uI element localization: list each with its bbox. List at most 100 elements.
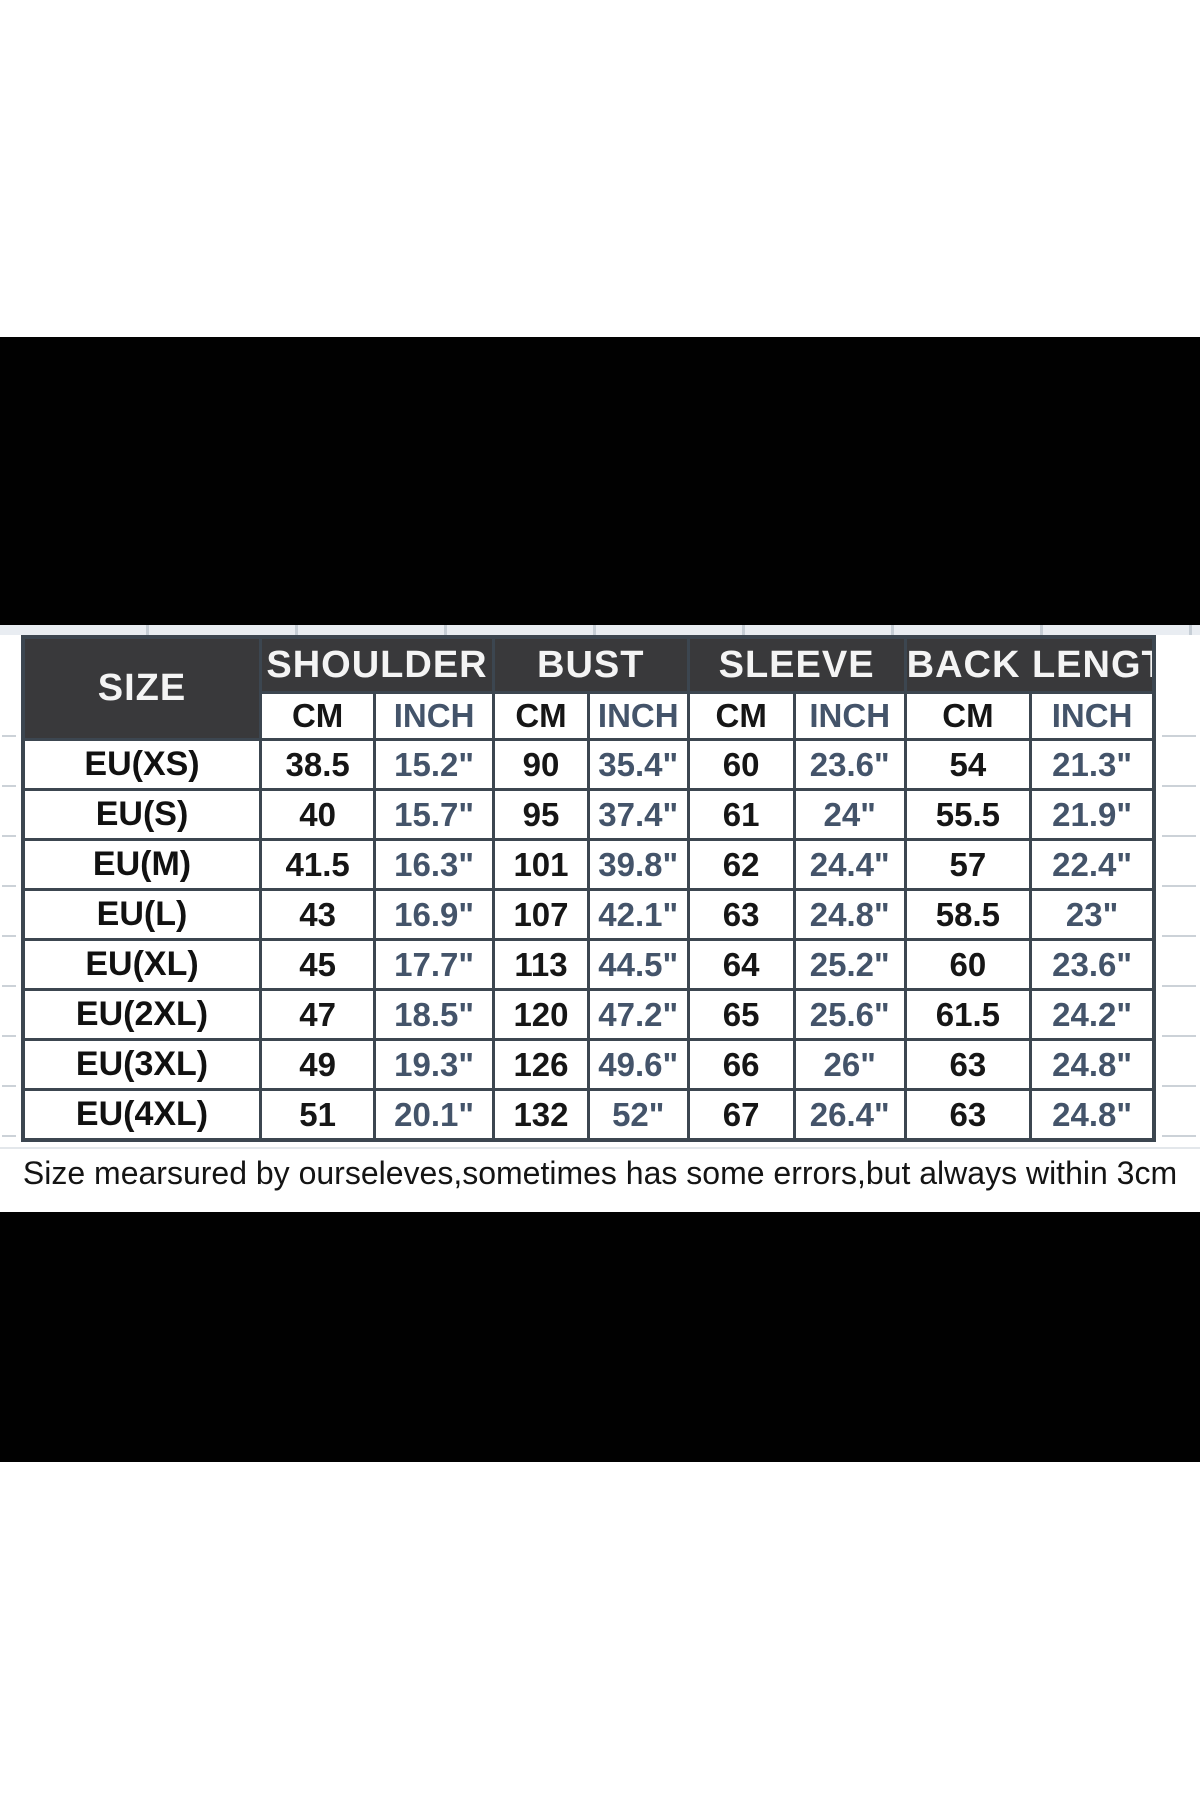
cell: 58.5	[903, 888, 1033, 941]
size-chart-table: SIZE SHOULDER BUST SLEEVE BACK LENGTH CM…	[21, 635, 1156, 1142]
cell: 44.5"	[586, 938, 690, 991]
cell: 40	[259, 788, 377, 841]
table-row: EU(S) 40 15.7" 95 37.4" 61 24" 55.5 21.9…	[21, 788, 1156, 841]
table-row: EU(3XL) 49 19.3" 126 49.6" 66 26" 63 24.…	[21, 1038, 1156, 1091]
gridline-ticks-right	[1162, 735, 1196, 1145]
cell: 62	[686, 838, 796, 891]
size-label: EU(3XL)	[21, 1038, 263, 1091]
measurement-disclaimer: Size mearsured by ourseleves,sometimes h…	[22, 1155, 1178, 1191]
unit-shoulder-cm: CM	[259, 691, 377, 741]
cell: 107	[491, 888, 590, 941]
cell: 22.4"	[1029, 838, 1156, 891]
cell: 20.1"	[373, 1088, 495, 1142]
cell: 52"	[586, 1088, 690, 1142]
cell: 61.5	[903, 988, 1033, 1041]
cell: 39.8"	[586, 838, 690, 891]
cell: 37.4"	[586, 788, 690, 841]
table-row: EU(XS) 38.5 15.2" 90 35.4" 60 23.6" 54 2…	[21, 738, 1156, 791]
cell: 90	[491, 738, 590, 791]
cell: 57	[903, 838, 1033, 891]
unit-bust-cm: CM	[491, 691, 590, 741]
cell: 17.7"	[373, 938, 495, 991]
header-sleeve: SLEEVE	[686, 635, 907, 694]
unit-back-inch: INCH	[1029, 691, 1156, 741]
cell: 16.9"	[373, 888, 495, 941]
unit-sleeve-cm: CM	[686, 691, 796, 741]
cell: 55.5	[903, 788, 1033, 841]
size-chart-table-wrap: SIZE SHOULDER BUST SLEEVE BACK LENGTH CM…	[21, 635, 1156, 1142]
cell: 24.4"	[792, 838, 907, 891]
table-row: EU(L) 43 16.9" 107 42.1" 63 24.8" 58.5 2…	[21, 888, 1156, 941]
cell: 16.3"	[373, 838, 495, 891]
cell: 35.4"	[586, 738, 690, 791]
header-group-row: SIZE SHOULDER BUST SLEEVE BACK LENGTH	[21, 635, 1156, 741]
cell: 64	[686, 938, 796, 991]
size-label: EU(L)	[21, 888, 263, 941]
cell: 120	[491, 988, 590, 1041]
size-label: EU(XL)	[21, 938, 263, 991]
size-label: EU(4XL)	[21, 1088, 263, 1142]
cell: 60	[903, 938, 1033, 991]
gridline-ticks-left	[2, 735, 16, 1145]
header-bust: BUST	[491, 635, 690, 694]
size-label: EU(2XL)	[21, 988, 263, 1041]
cell: 15.7"	[373, 788, 495, 841]
cell: 45	[259, 938, 377, 991]
cell: 23.6"	[1029, 938, 1156, 991]
cell: 47.2"	[586, 988, 690, 1041]
cell: 24.8"	[1029, 1038, 1156, 1091]
unit-back-cm: CM	[903, 691, 1033, 741]
cell: 24.8"	[792, 888, 907, 941]
cell: 43	[259, 888, 377, 941]
cell: 113	[491, 938, 590, 991]
cell: 67	[686, 1088, 796, 1142]
cell: 25.2"	[792, 938, 907, 991]
header-back-length: BACK LENGTH	[903, 635, 1156, 694]
header-size: SIZE	[21, 635, 263, 741]
cell: 19.3"	[373, 1038, 495, 1091]
cell: 24.2"	[1029, 988, 1156, 1041]
unit-bust-inch: INCH	[586, 691, 690, 741]
table-row: EU(M) 41.5 16.3" 101 39.8" 62 24.4" 57 2…	[21, 838, 1156, 891]
cell: 132	[491, 1088, 590, 1142]
table-row: EU(2XL) 47 18.5" 120 47.2" 65 25.6" 61.5…	[21, 988, 1156, 1041]
cell: 38.5	[259, 738, 377, 791]
cell: 60	[686, 738, 796, 791]
bottom-black-bar	[0, 1212, 1200, 1462]
cell: 63	[686, 888, 796, 941]
cell: 63	[903, 1038, 1033, 1091]
cell: 101	[491, 838, 590, 891]
size-label: EU(XS)	[21, 738, 263, 791]
header-units-row: CM INCH CM INCH CM INCH CM INCH	[23, 691, 1156, 741]
cell: 49	[259, 1038, 377, 1091]
unit-sleeve-inch: INCH	[792, 691, 907, 741]
cell: 26"	[792, 1038, 907, 1091]
table-row: EU(XL) 45 17.7" 113 44.5" 64 25.2" 60 23…	[21, 938, 1156, 991]
cell: 63	[903, 1088, 1033, 1142]
cell: 61	[686, 788, 796, 841]
cell: 49.6"	[586, 1038, 690, 1091]
cell: 65	[686, 988, 796, 1041]
table-row: EU(4XL) 51 20.1" 132 52" 67 26.4" 63 24.…	[21, 1088, 1156, 1142]
cell: 24"	[792, 788, 907, 841]
cell: 15.2"	[373, 738, 495, 791]
cell: 42.1"	[586, 888, 690, 941]
cell: 21.9"	[1029, 788, 1156, 841]
cell: 18.5"	[373, 988, 495, 1041]
spreadsheet-gridline	[0, 1147, 1200, 1149]
cell: 126	[491, 1038, 590, 1091]
unit-shoulder-inch: INCH	[373, 691, 495, 741]
size-label: EU(S)	[21, 788, 263, 841]
cell: 21.3"	[1029, 738, 1156, 791]
cell: 23"	[1029, 888, 1156, 941]
top-black-bar	[0, 337, 1200, 625]
size-label: EU(M)	[21, 838, 263, 891]
cell: 24.8"	[1029, 1088, 1156, 1142]
cell: 26.4"	[792, 1088, 907, 1142]
spreadsheet-gridline-strip	[0, 625, 1200, 635]
cell: 23.6"	[792, 738, 907, 791]
cell: 41.5	[259, 838, 377, 891]
header-shoulder: SHOULDER	[259, 635, 495, 694]
cell: 54	[903, 738, 1033, 791]
